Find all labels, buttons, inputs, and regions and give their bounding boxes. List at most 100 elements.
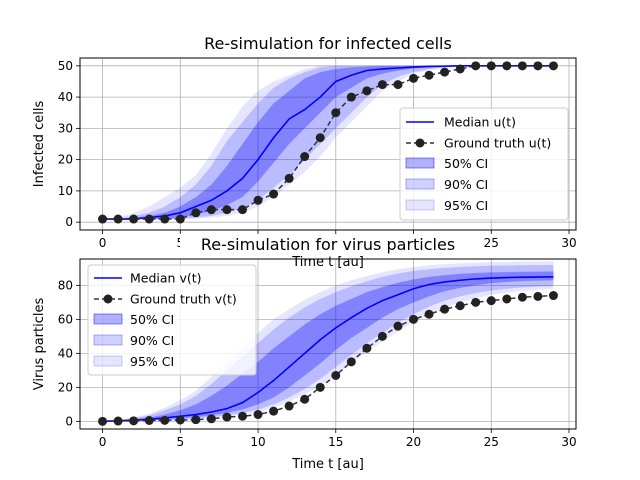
infected-lines	[98, 61, 558, 224]
virus-ci95-band	[102, 261, 554, 422]
infected-legend-median: Median u(t)	[444, 115, 516, 130]
infected-ground-truth-point	[362, 86, 372, 96]
infected-ground-truth-point	[486, 61, 496, 71]
infected-y-tick-label: 30	[58, 121, 73, 135]
virus-x-tick-label: 15	[328, 435, 343, 449]
virus-ground-truth-point	[440, 304, 450, 314]
infected-ground-truth-point	[237, 205, 247, 215]
virus-ground-truth-point	[144, 416, 154, 425]
virus-plot-title: Re-simulation for virus particles	[201, 235, 455, 254]
virus-ground-truth-point	[175, 415, 185, 425]
infected-x-axis-label: Time t [au]	[291, 255, 364, 270]
infected-ci90-band	[102, 65, 554, 220]
virus-ground-truth-point	[471, 297, 481, 307]
virus-grid	[80, 259, 576, 429]
virus-ground-truth-point	[377, 331, 387, 341]
infected-ci95-band	[102, 65, 554, 220]
legend-ci95-patch-icon	[405, 199, 435, 211]
infected-ground-truth-point	[253, 195, 263, 205]
infected-ground-truth-point	[222, 205, 232, 215]
infected-ground-truth-point	[409, 73, 419, 83]
virus-legend-truth: Ground truth v(t)	[130, 292, 237, 307]
virus-ground-truth-point	[486, 296, 496, 306]
infected-y-tick-label: 50	[58, 59, 73, 73]
virus-ground-truth-point	[206, 414, 216, 424]
infected-y-tick-label: 0	[65, 215, 73, 229]
infected-ground-truth-point	[393, 80, 403, 90]
virus-legend-ci50: 50% CI	[130, 312, 174, 327]
infected-cells-plot: Re-simulation for infected cells 0510152…	[32, 34, 577, 270]
infected-ground-truth-point	[377, 80, 387, 90]
infected-legend-box	[399, 107, 569, 221]
infected-axes-frame	[79, 57, 577, 231]
legend-ci50-patch-icon	[405, 157, 435, 169]
legend-truth-marker-icon	[415, 138, 425, 148]
virus-ground-truth-point	[222, 412, 232, 422]
virus-ground-truth-point	[533, 291, 543, 301]
virus-ground-truth-point	[393, 321, 403, 331]
virus-ground-truth-point	[253, 410, 263, 420]
infected-legend-ci90: 90% CI	[444, 177, 488, 192]
virus-ci-bands	[102, 261, 554, 422]
virus-x-tick-label: 25	[484, 435, 499, 449]
virus-y-tick-label: 60	[58, 312, 73, 326]
infected-ground-truth-point	[175, 214, 185, 224]
virus-ground-truth-point	[300, 394, 310, 404]
virus-x-tick-label: 0	[99, 435, 107, 449]
infected-ground-truth-point	[502, 61, 512, 71]
infected-ground-truth-point	[284, 173, 294, 183]
virus-axes-frame	[79, 258, 577, 430]
virus-ground-truth-point	[548, 291, 558, 301]
infected-legend: Median u(t) Ground truth u(t) 50% CI 90%…	[399, 107, 569, 221]
virus-ground-truth-point	[113, 416, 123, 426]
infected-ground-truth-point	[191, 208, 201, 218]
virus-x-tick-label: 5	[176, 435, 184, 449]
infected-legend-ci95: 95% CI	[444, 198, 488, 213]
virus-y-tick-label: 0	[65, 414, 73, 428]
infected-ci-bands	[102, 65, 554, 220]
infected-y-tick-label: 40	[58, 90, 73, 104]
virus-title-background	[180, 234, 476, 254]
legend-ci90-patch-icon	[405, 178, 435, 190]
infected-ground-truth-point	[300, 152, 310, 162]
legend-ci95-patch-icon	[93, 355, 123, 367]
virus-legend-ci90: 90% CI	[130, 333, 174, 348]
infected-ground-truth-point	[113, 214, 123, 224]
infected-y-axis-label: Infected cells	[32, 101, 47, 188]
virus-ground-truth-point	[331, 370, 341, 380]
infected-ground-truth-point	[471, 61, 481, 71]
virus-ground-truth-point	[502, 294, 512, 304]
infected-ground-truth-point	[269, 189, 279, 199]
virus-y-tick-label: 20	[58, 380, 73, 394]
virus-ground-truth-point	[409, 314, 419, 324]
infected-x-tick-label: 0	[99, 236, 107, 250]
virus-ground-truth-point	[424, 309, 434, 319]
virus-ground-truth-point	[269, 406, 279, 416]
virus-legend-box	[87, 264, 257, 376]
virus-ground-truth-point	[362, 343, 372, 353]
virus-lines	[98, 276, 558, 426]
legend-truth-marker-icon	[103, 294, 113, 304]
virus-legend-ci95: 95% CI	[130, 354, 174, 369]
infected-ground-truth-point	[533, 61, 543, 71]
virus-ticks: 0 5 10 15 20 25 30 0 20 40 60 80	[58, 278, 577, 449]
infected-ground-truth-point	[331, 108, 341, 118]
infected-x-tick-label: 30	[561, 236, 576, 250]
virus-legend-median: Median v(t)	[130, 271, 202, 286]
virus-ground-truth-point	[129, 416, 139, 426]
infected-ground-truth-point	[98, 214, 108, 224]
infected-x-tick-label: 25	[484, 236, 499, 250]
virus-ground-truth-point	[98, 416, 108, 426]
infected-y-tick-label: 10	[58, 184, 73, 198]
virus-legend: Median v(t) Ground truth v(t) 50% CI 90%…	[87, 264, 257, 376]
virus-y-tick-label: 40	[58, 346, 73, 360]
virus-ground-truth-point	[284, 401, 294, 411]
infected-plot-title: Re-simulation for infected cells	[204, 34, 452, 53]
infected-ground-truth-point	[160, 214, 170, 224]
infected-y-tick-label: 20	[58, 153, 73, 167]
infected-legend-ci50: 50% CI	[444, 156, 488, 171]
virus-ci50-band	[102, 271, 554, 422]
virus-ground-truth-point	[237, 411, 247, 421]
legend-ci90-patch-icon	[93, 334, 123, 346]
